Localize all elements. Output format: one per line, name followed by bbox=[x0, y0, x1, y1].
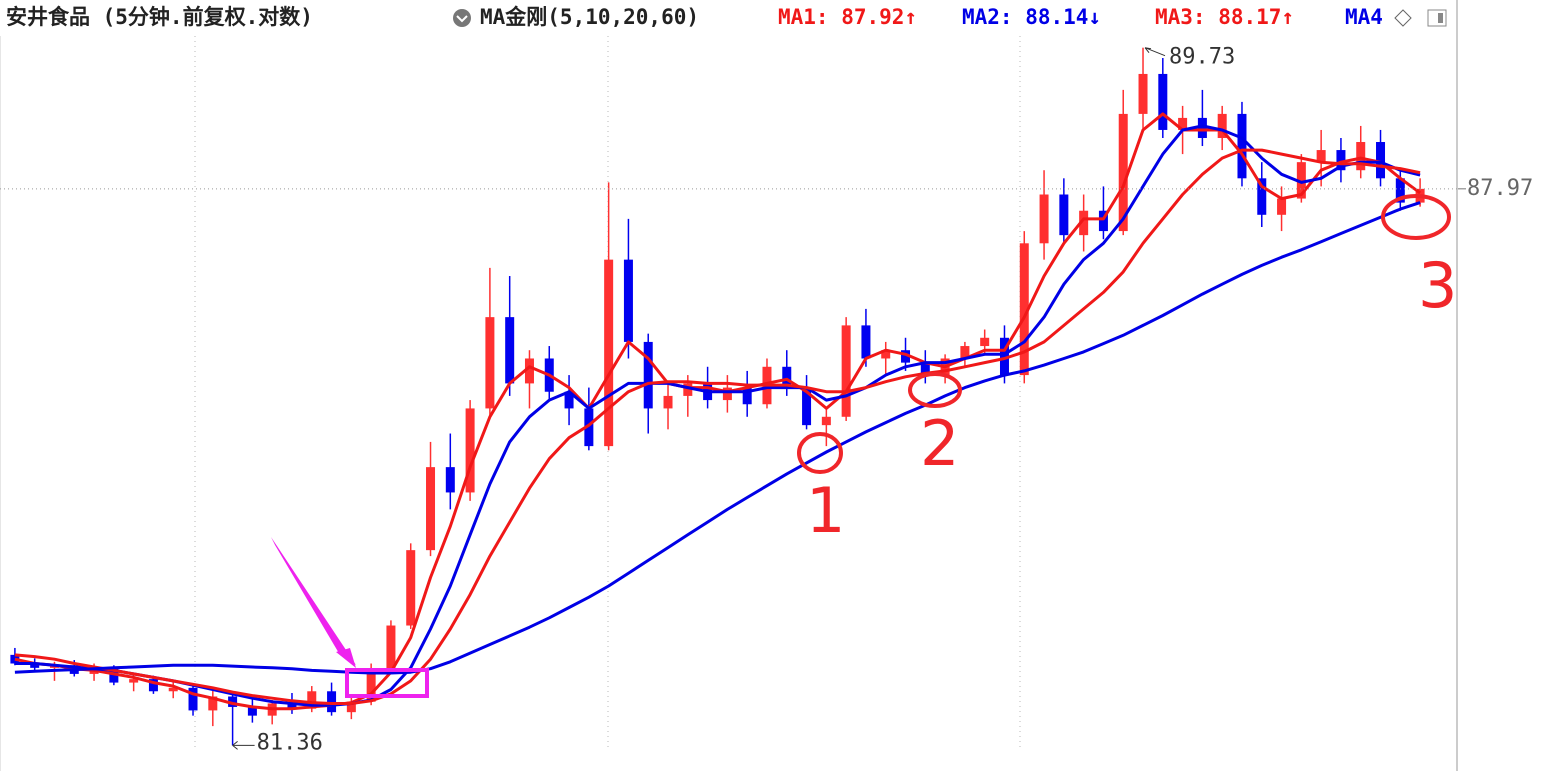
hand-annotation: 1 bbox=[806, 474, 845, 547]
candle-body bbox=[1158, 73, 1168, 130]
candle-body bbox=[821, 416, 831, 426]
candle-body bbox=[604, 259, 614, 447]
candle-body bbox=[980, 337, 990, 347]
candle-body bbox=[524, 358, 534, 384]
candle-body bbox=[247, 706, 257, 716]
candle-body bbox=[901, 350, 911, 363]
ma-line bbox=[14, 201, 1421, 675]
candle-body bbox=[564, 391, 574, 409]
candle-body bbox=[129, 679, 139, 683]
candle-body bbox=[1296, 162, 1306, 199]
candle-body bbox=[1019, 243, 1029, 376]
candle-body bbox=[782, 366, 792, 388]
candle-body bbox=[742, 387, 752, 405]
highlight-arrow-head bbox=[336, 648, 356, 668]
legend-entry: MA2: 88.14↓ bbox=[962, 5, 1101, 29]
candle-body bbox=[643, 341, 653, 409]
hand-circle bbox=[908, 372, 962, 408]
candle-body bbox=[584, 408, 594, 447]
candle-body bbox=[485, 317, 495, 409]
candle-body bbox=[1098, 210, 1108, 232]
candle-body bbox=[386, 625, 396, 669]
candle-body bbox=[960, 346, 970, 359]
candle-body bbox=[841, 325, 851, 417]
candle-body bbox=[228, 696, 238, 707]
candle-body bbox=[920, 362, 930, 376]
highlight-box bbox=[345, 668, 429, 698]
candle-body bbox=[208, 696, 218, 711]
candle-body bbox=[1217, 113, 1227, 138]
candle-body bbox=[1138, 73, 1148, 114]
candle-body bbox=[1257, 178, 1267, 215]
candle-body bbox=[683, 383, 693, 396]
candle-body bbox=[1039, 194, 1049, 244]
candle-body bbox=[722, 387, 732, 401]
candle-body bbox=[307, 691, 317, 709]
indicator-icon[interactable] bbox=[453, 9, 471, 27]
hand-marks bbox=[797, 194, 1451, 474]
panel-toggle[interactable] bbox=[1427, 9, 1447, 27]
candle-body bbox=[802, 387, 812, 426]
candle-body bbox=[287, 703, 297, 709]
candle-body bbox=[505, 317, 515, 384]
legend-entry: MA3: 88.17↑ bbox=[1155, 5, 1294, 29]
candle-body bbox=[1395, 178, 1405, 203]
hand-circle bbox=[797, 432, 843, 474]
candle-body bbox=[1197, 117, 1207, 138]
legend-entry: MA4 bbox=[1345, 5, 1383, 29]
ma-line bbox=[14, 148, 1421, 705]
max-label: 89.73 bbox=[1169, 45, 1235, 70]
legend-entry: MA1: 87.92↑ bbox=[778, 5, 917, 29]
candle-body bbox=[623, 259, 633, 342]
candle-body bbox=[188, 687, 198, 711]
candle-body bbox=[148, 679, 158, 692]
min-leader bbox=[232, 740, 255, 750]
candle-body bbox=[30, 663, 40, 668]
candle-body bbox=[999, 337, 1009, 376]
hand-circle bbox=[1381, 194, 1451, 240]
candle-body bbox=[426, 467, 436, 551]
hand-annotation: 3 bbox=[1418, 249, 1457, 322]
indicator-icon-mark bbox=[456, 15, 468, 23]
session-dividers bbox=[194, 36, 1021, 750]
candle-body bbox=[1237, 113, 1247, 179]
max-leader bbox=[1144, 47, 1166, 57]
candle-body bbox=[327, 691, 337, 713]
plot-area bbox=[10, 47, 1425, 746]
candle-body bbox=[1277, 198, 1287, 215]
candle-body bbox=[1336, 150, 1346, 171]
candle-body bbox=[366, 668, 376, 702]
candle-body bbox=[1316, 150, 1326, 163]
candle-body bbox=[346, 701, 356, 713]
candle-body bbox=[168, 687, 178, 692]
min-label: 81.36 bbox=[257, 730, 323, 755]
candle-body bbox=[1059, 194, 1069, 236]
indicator-name: MA金刚(5,10,20,60) bbox=[480, 5, 699, 29]
highlight-arrow bbox=[271, 537, 356, 665]
legend-diamond[interactable] bbox=[1394, 9, 1412, 27]
candle-body bbox=[445, 467, 455, 493]
candle-body bbox=[465, 408, 475, 493]
candle-body bbox=[1118, 113, 1128, 232]
hand-annotation: 2 bbox=[920, 407, 959, 480]
candle-body bbox=[109, 668, 119, 683]
candle-body bbox=[663, 395, 673, 409]
candle-body bbox=[406, 550, 416, 626]
panel-toggle-mark bbox=[1438, 13, 1443, 23]
candle-body bbox=[1079, 210, 1089, 236]
candle-body bbox=[861, 325, 871, 359]
candle-body bbox=[1376, 142, 1386, 179]
candle-body bbox=[1178, 117, 1188, 130]
ma-line bbox=[14, 124, 1421, 707]
candle-body bbox=[881, 350, 891, 359]
last-price-label: 87.97 bbox=[1467, 176, 1533, 201]
candle-body bbox=[1356, 142, 1366, 171]
chart-title: 安井食品 (5分钟.前复权.对数) bbox=[6, 5, 313, 29]
candle-body bbox=[10, 654, 20, 664]
